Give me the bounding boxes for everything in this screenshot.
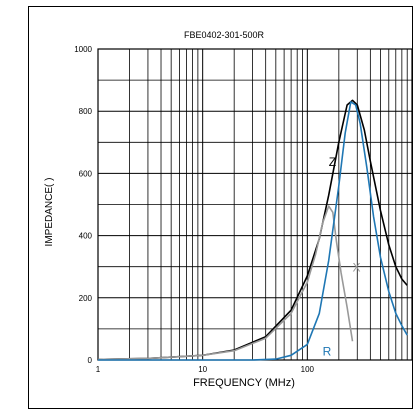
y-tick-label: 0 xyxy=(88,356,93,365)
y-tick-label: 600 xyxy=(79,169,93,178)
y-tick-label: 400 xyxy=(79,232,93,241)
y-tick-label: 1000 xyxy=(74,45,92,54)
series-label-x: X xyxy=(352,261,360,275)
outer-border xyxy=(28,6,413,409)
y-axis-label: IMPEDANCE( ) xyxy=(44,178,55,247)
x-axis-label: FREQUENCY (MHz) xyxy=(193,377,295,389)
series-line-x xyxy=(97,205,354,361)
x-tick-label: 100 xyxy=(301,365,315,374)
x-tick-label: 1 xyxy=(96,365,101,374)
series-label-z: Z xyxy=(329,155,336,169)
chart-title: FBE0402-301-500R xyxy=(184,30,265,40)
series-line-r xyxy=(98,101,408,361)
series-labels: Z X R xyxy=(323,155,361,359)
y-tick-label: 800 xyxy=(79,107,93,116)
y-tick-label: 200 xyxy=(79,294,93,303)
data-series xyxy=(97,99,408,361)
plot-grid xyxy=(97,48,413,361)
series-label-r: R xyxy=(323,345,332,359)
x-tick-label: 10 xyxy=(198,365,207,374)
